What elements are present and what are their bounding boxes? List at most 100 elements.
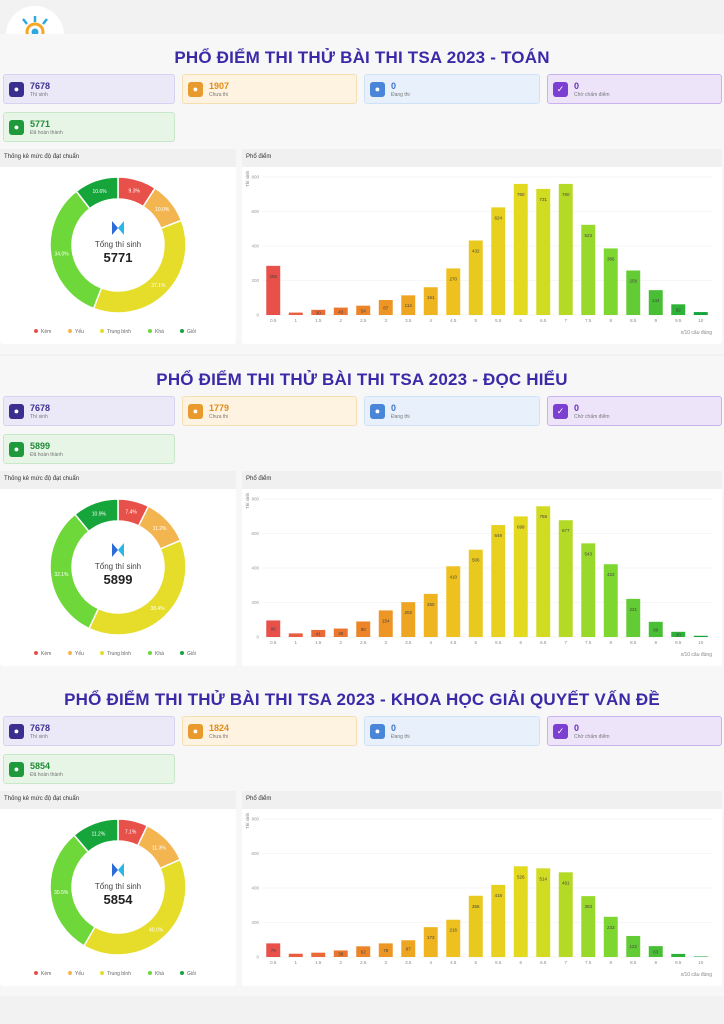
legend-label: Trung bình <box>107 971 131 977</box>
section-title: PHỔ ĐIỂM THI THỬ BÀI THI TSA 2023 - TOÁN <box>174 48 550 67</box>
card-pending[interactable]: ✓ 0 Chờ chấm điểm <box>547 396 722 426</box>
user-clock-icon: ● <box>188 82 203 97</box>
legend-label: Yếu <box>75 971 84 977</box>
y-tick-label: 400 <box>251 244 259 249</box>
legend-label: Yếu <box>75 651 84 657</box>
bar-value-label: 258 <box>629 278 637 283</box>
card-not-taken[interactable]: ● 1779 Chưa thi <box>182 396 357 426</box>
card-value: 1824 <box>209 723 230 733</box>
card-total[interactable]: ● 7678 Thí sinh <box>3 74 175 104</box>
bar-8.5 <box>626 270 641 315</box>
x-tick-label: 3.5 <box>405 960 412 965</box>
y-tick-label: 0 <box>256 635 259 640</box>
legend-swatch <box>148 971 152 975</box>
bar-1 <box>288 312 303 315</box>
card-total[interactable]: ● 7678 Thí sinh <box>3 716 175 746</box>
card-completed[interactable]: ● 5854 Đã hoàn thành <box>3 754 175 784</box>
card-not-taken[interactable]: ● 1824 Chưa thi <box>182 716 357 746</box>
bar-6.5 <box>536 506 551 637</box>
legend-swatch <box>100 329 104 333</box>
x-tick-label: 8 <box>609 318 612 323</box>
bar-value-label: 88 <box>653 627 659 632</box>
card-value: 0 <box>391 81 397 91</box>
slice-label: 7.4% <box>125 510 137 516</box>
card-in-progress[interactable]: ● 0 Đang thi <box>364 716 540 746</box>
x-tick-label: 2.5 <box>360 960 367 965</box>
bar-2.5 <box>356 946 371 957</box>
slice-label: 37.1% <box>151 283 166 289</box>
bar-8 <box>603 248 618 315</box>
center-value: 5854 <box>104 892 134 907</box>
legend-label: Giỏi <box>187 970 196 977</box>
card-completed[interactable]: ● 5899 Đã hoàn thành <box>3 434 175 464</box>
bar-7 <box>558 520 573 637</box>
x-tick-label: 7.5 <box>585 640 592 645</box>
bar-value-label: 161 <box>427 295 435 300</box>
x-tick-label: 6 <box>519 640 522 645</box>
x-tick-label: 8.5 <box>630 318 637 323</box>
x-tick-label: 8.5 <box>630 960 637 965</box>
card-label: Thí sinh <box>30 92 48 98</box>
x-tick-label: 5 <box>474 960 477 965</box>
x-tick-label: 6.5 <box>540 318 547 323</box>
donut-chart: 7.1% 11.3% 40.0% 30.5% 11.2% Tổng thí sinh585… <box>34 818 196 977</box>
bar-value-label: 355 <box>472 904 480 909</box>
bar-value-label: 122 <box>629 944 637 949</box>
bar-9.5 <box>671 631 686 637</box>
card-label: Chưa thi <box>209 92 229 98</box>
slice-label: 11.2% <box>153 526 167 532</box>
x-tick-label: 8.5 <box>630 640 637 645</box>
bar-value-label: 649 <box>494 533 502 538</box>
bar-9 <box>648 946 663 957</box>
x-tick-label: 10 <box>698 318 704 323</box>
bar-value-label: 63 <box>653 950 659 955</box>
card-label: Chưa thi <box>209 414 229 420</box>
card-pending[interactable]: ✓ 0 Chờ chấm điểm <box>547 74 722 104</box>
center-value: 5771 <box>104 250 133 265</box>
legend-swatch <box>34 329 38 333</box>
bar-5.5 <box>491 525 506 637</box>
y-axis-label: Thí sinh <box>245 812 250 829</box>
panel-title: Thống kê mức độ đạt chuẩn <box>0 149 236 167</box>
card-pending[interactable]: ✓ 0 Chờ chấm điểm <box>547 716 722 746</box>
card-completed[interactable]: ● 5771 Đã hoàn thành <box>3 112 175 142</box>
card-label: Chờ chấm điểm <box>574 92 610 98</box>
bar-10 <box>693 635 708 637</box>
card-value: 0 <box>391 723 397 733</box>
card-in-progress[interactable]: ● 0 Đang thi <box>364 74 540 104</box>
donut-slice-3 <box>49 190 103 310</box>
bar-6.5 <box>536 188 551 315</box>
card-label: Chờ chấm điểm <box>574 734 610 740</box>
check-icon: ✓ <box>553 724 568 739</box>
users-icon: ● <box>9 82 24 97</box>
y-tick-label: 600 <box>251 531 259 536</box>
legend-swatch <box>148 329 152 333</box>
user-check-icon: ● <box>9 442 24 457</box>
bar-value-label: 30 <box>316 310 322 315</box>
center-label: Tổng thí sinh <box>95 240 141 249</box>
bar-value-label: 87 <box>383 305 389 310</box>
bar-10 <box>693 956 708 957</box>
legend-label: Giỏi <box>187 650 196 657</box>
card-not-taken[interactable]: ● 1907 Chưa thi <box>182 74 357 104</box>
y-tick-label: 200 <box>251 920 259 925</box>
bar-value-label: 758 <box>539 514 547 519</box>
bar-value-label: 699 <box>517 524 525 529</box>
y-tick-label: 200 <box>251 600 259 605</box>
legend-label: Kém <box>41 971 51 977</box>
bar-value-label: 677 <box>562 528 570 533</box>
slice-label: 10.6% <box>92 189 107 195</box>
legend-swatch <box>34 971 38 975</box>
y-tick-label: 600 <box>251 851 259 856</box>
bar-value-label: 144 <box>652 298 660 303</box>
x-tick-label: 4 <box>429 318 432 323</box>
bar-value-label: 523 <box>584 233 592 238</box>
bar-7.5 <box>581 543 596 637</box>
bar-value-label: 760 <box>562 192 570 197</box>
card-total[interactable]: ● 7678 Thí sinh <box>3 396 175 426</box>
bar-5 <box>468 549 483 637</box>
legend-swatch <box>68 651 72 655</box>
card-in-progress[interactable]: ● 0 Đang thi <box>364 396 540 426</box>
bar-value-label: 432 <box>472 248 480 253</box>
donut-slice-4 <box>75 176 119 210</box>
